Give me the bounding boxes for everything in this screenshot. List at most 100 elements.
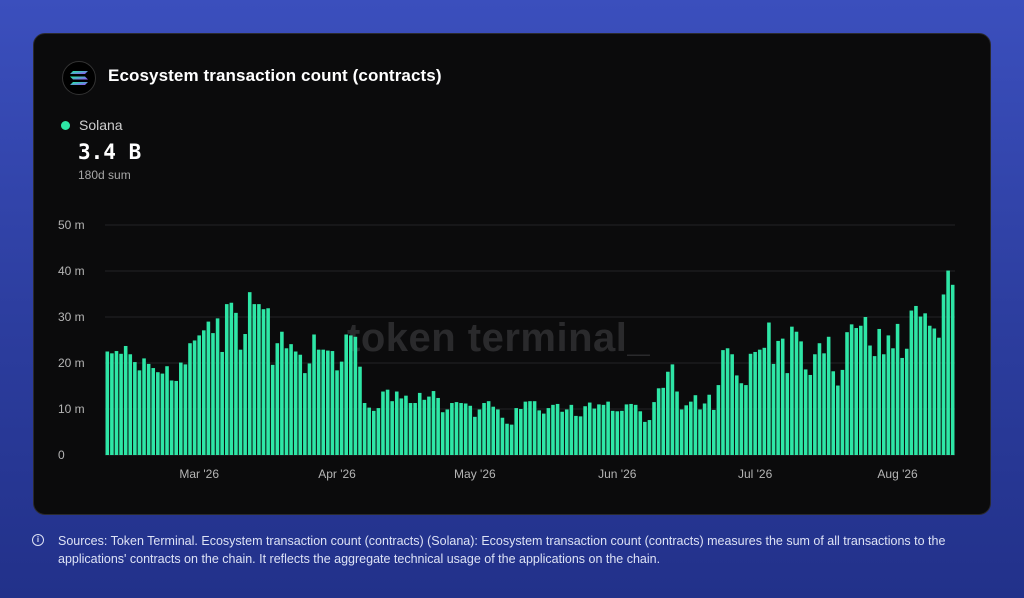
bar[interactable] bbox=[643, 421, 647, 455]
bar[interactable] bbox=[422, 399, 427, 455]
bar[interactable] bbox=[312, 334, 316, 455]
bar[interactable] bbox=[238, 349, 243, 455]
bar[interactable] bbox=[734, 375, 739, 455]
bar[interactable] bbox=[192, 340, 197, 455]
bar[interactable] bbox=[468, 405, 473, 455]
bar[interactable] bbox=[275, 343, 280, 455]
bar[interactable] bbox=[647, 420, 652, 455]
bar[interactable] bbox=[785, 373, 790, 455]
bar[interactable] bbox=[679, 409, 684, 455]
bar[interactable] bbox=[349, 335, 353, 455]
bar[interactable] bbox=[114, 351, 119, 455]
bar[interactable] bbox=[849, 324, 854, 455]
bar[interactable] bbox=[771, 363, 776, 455]
bar[interactable] bbox=[417, 392, 422, 455]
bar[interactable] bbox=[266, 308, 270, 455]
bar[interactable] bbox=[519, 409, 523, 455]
bar[interactable] bbox=[436, 397, 440, 455]
bar[interactable] bbox=[270, 364, 275, 455]
bar[interactable] bbox=[404, 395, 408, 455]
bar[interactable] bbox=[808, 374, 813, 455]
bar[interactable] bbox=[831, 371, 836, 455]
bar[interactable] bbox=[105, 351, 110, 456]
bar[interactable] bbox=[261, 309, 266, 455]
bar[interactable] bbox=[183, 364, 188, 455]
bar[interactable] bbox=[215, 318, 220, 455]
bar[interactable] bbox=[652, 402, 656, 455]
bar[interactable] bbox=[243, 334, 247, 455]
bar[interactable] bbox=[790, 326, 794, 455]
bar[interactable] bbox=[744, 385, 748, 455]
bar[interactable] bbox=[551, 404, 555, 455]
bar[interactable] bbox=[339, 361, 344, 455]
bar[interactable] bbox=[859, 325, 863, 455]
bar[interactable] bbox=[689, 401, 693, 455]
bar[interactable] bbox=[321, 349, 326, 455]
bar[interactable] bbox=[638, 411, 643, 455]
bar[interactable] bbox=[367, 407, 371, 455]
bar[interactable] bbox=[473, 416, 477, 455]
bar[interactable] bbox=[707, 394, 711, 455]
bar[interactable] bbox=[606, 401, 610, 455]
bar[interactable] bbox=[872, 356, 877, 455]
bar[interactable] bbox=[500, 417, 505, 455]
bar[interactable] bbox=[188, 343, 192, 455]
bar[interactable] bbox=[224, 304, 229, 455]
bar[interactable] bbox=[794, 331, 799, 455]
bar[interactable] bbox=[137, 370, 142, 455]
bar[interactable] bbox=[730, 354, 734, 455]
bar[interactable] bbox=[670, 364, 675, 455]
bar[interactable] bbox=[656, 388, 661, 455]
bar[interactable] bbox=[358, 366, 362, 455]
bar[interactable] bbox=[799, 341, 803, 455]
bar[interactable] bbox=[822, 353, 826, 455]
bar[interactable] bbox=[528, 401, 532, 455]
bar[interactable] bbox=[303, 373, 307, 455]
bar[interactable] bbox=[767, 322, 771, 455]
bar[interactable] bbox=[716, 385, 721, 455]
bar[interactable] bbox=[119, 353, 123, 455]
bar[interactable] bbox=[840, 369, 845, 455]
bar[interactable] bbox=[587, 402, 592, 455]
bar[interactable] bbox=[574, 415, 578, 455]
bar[interactable] bbox=[505, 423, 509, 455]
bar[interactable] bbox=[546, 408, 551, 455]
bar[interactable] bbox=[445, 409, 450, 455]
bar[interactable] bbox=[211, 333, 215, 455]
bar[interactable] bbox=[702, 403, 707, 455]
bar[interactable] bbox=[201, 330, 206, 455]
bar[interactable] bbox=[583, 406, 587, 455]
bar[interactable] bbox=[615, 411, 620, 455]
bar[interactable] bbox=[110, 353, 114, 455]
bar[interactable] bbox=[385, 389, 390, 455]
bar[interactable] bbox=[257, 304, 261, 455]
bar[interactable] bbox=[252, 304, 257, 455]
bar[interactable] bbox=[803, 369, 808, 455]
bar[interactable] bbox=[146, 363, 151, 455]
bar[interactable] bbox=[206, 321, 211, 455]
bar[interactable] bbox=[174, 380, 178, 455]
bar[interactable] bbox=[344, 334, 348, 455]
bar[interactable] bbox=[863, 317, 868, 455]
bar[interactable] bbox=[941, 294, 946, 455]
bar[interactable] bbox=[560, 411, 564, 455]
bar[interactable] bbox=[160, 373, 165, 455]
bar[interactable] bbox=[753, 351, 757, 455]
bar[interactable] bbox=[725, 348, 730, 455]
bar[interactable] bbox=[927, 325, 932, 455]
bar[interactable] bbox=[133, 362, 137, 455]
bar[interactable] bbox=[440, 412, 445, 455]
bar[interactable] bbox=[900, 357, 904, 455]
bar[interactable] bbox=[450, 403, 454, 455]
bar[interactable] bbox=[509, 424, 514, 455]
bar[interactable] bbox=[477, 409, 482, 455]
bar[interactable] bbox=[826, 336, 831, 455]
bar[interactable] bbox=[234, 312, 238, 455]
bar[interactable] bbox=[330, 351, 335, 455]
bar[interactable] bbox=[128, 354, 133, 455]
bar[interactable] bbox=[491, 406, 496, 455]
bar[interactable] bbox=[891, 348, 895, 455]
bar[interactable] bbox=[601, 404, 606, 455]
bar[interactable] bbox=[620, 410, 624, 455]
bar[interactable] bbox=[946, 270, 950, 455]
